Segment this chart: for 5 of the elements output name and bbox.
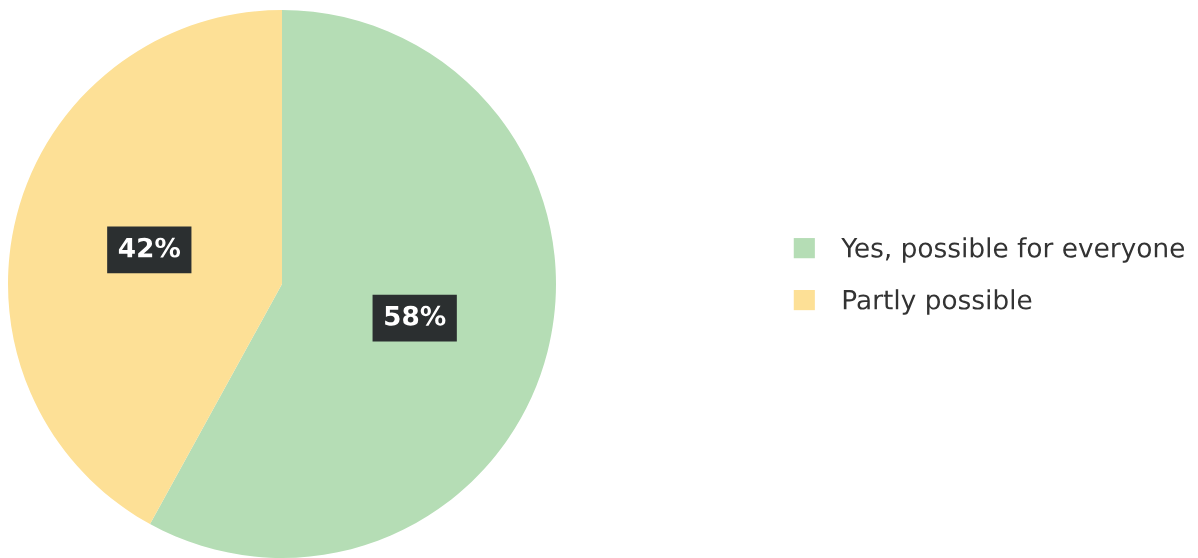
legend-label: Yes, possible for everyone	[841, 237, 1184, 263]
data-label: 42%	[118, 237, 181, 258]
pie-slice	[8, 10, 282, 525]
data-label: 58%	[385, 305, 446, 326]
legend-label: Partly possible	[843, 289, 1032, 315]
